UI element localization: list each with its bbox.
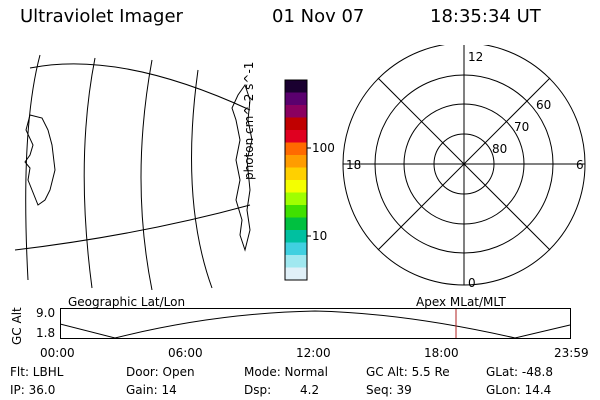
timeline-axis-title: GC Alt [10, 307, 24, 345]
colorbar [284, 79, 311, 281]
info-glat: GLat: -48.8 [486, 365, 553, 379]
info-dsp-label: Dsp: [244, 383, 272, 397]
timeline-tick-1: 06:00 [168, 346, 203, 360]
colorbar-segment [285, 80, 307, 93]
timeline-tick-2: 12:00 [296, 346, 331, 360]
coastline-left [24, 114, 56, 206]
polar-label-70: 70 [514, 120, 529, 134]
colorbar-unit-label: photon cm^-2 s^-1 [242, 61, 256, 180]
info-seq: Seq: 39 [366, 383, 412, 397]
timeline-left-label: Geographic Lat/Lon [68, 295, 186, 309]
colorbar-segment [285, 255, 307, 268]
colorbar-segment [285, 192, 307, 206]
latitude-line [29, 63, 251, 111]
polar-label-12: 12 [468, 50, 483, 64]
info-gain: Gain: 14 [126, 383, 177, 397]
coastline-right [231, 83, 253, 252]
meridian-line [140, 59, 153, 290]
polar-label-18: 18 [346, 158, 361, 172]
polar-label-6: 6 [576, 158, 584, 172]
colorbar-segment [285, 117, 307, 131]
info-mode: Mode: Normal [244, 365, 328, 379]
colorbar-segment [285, 130, 307, 143]
polar-diagonal [377, 77, 551, 251]
colorbar-segment [285, 92, 307, 106]
timeline-tick-0: 00:00 [40, 346, 75, 360]
date-label: 01 Nov 07 [272, 6, 365, 27]
info-door: Door: Open [126, 365, 195, 379]
timeline-frame [60, 308, 571, 339]
colorbar-tick-100: 100 [312, 141, 335, 155]
colorbar-segment [285, 155, 307, 168]
info-gc-alt: GC Alt: 5.5 Re [366, 365, 450, 379]
time-label: 18:35:34 UT [430, 6, 541, 27]
colorbar-tick-10: 10 [312, 229, 328, 243]
timeline-ytick-bottom: 1.8 [36, 326, 56, 340]
polar-label-0: 0 [468, 276, 476, 290]
polar-label-60: 60 [536, 98, 551, 112]
colorbar-segment [285, 105, 307, 118]
timeline-ytick-top: 9.0 [36, 306, 56, 320]
orbit-altitude-curve [60, 310, 571, 339]
colorbar-segment [285, 205, 307, 218]
geographic-map [14, 54, 253, 290]
meridian-line [83, 57, 96, 289]
timeline-tick-4: 23:59 [554, 346, 589, 360]
instrument-title: Ultraviolet Imager [20, 6, 183, 27]
meridian-line [191, 69, 213, 289]
info-flt: Flt: LBHL [10, 365, 64, 379]
colorbar-segment [285, 180, 307, 193]
polar-label-80: 80 [492, 142, 507, 156]
info-glon: GLon: 14.4 [486, 383, 552, 397]
meridian-line [25, 54, 41, 281]
info-ip: IP: 36.0 [10, 383, 56, 397]
colorbar-segment [285, 267, 307, 281]
info-dsp-value: 4.2 [300, 383, 320, 397]
timeline-plot [60, 308, 571, 339]
colorbar-segment [285, 167, 307, 181]
polar-plot: 12 18 6 0 60 70 80 [342, 45, 586, 290]
timeline-right-label: Apex MLat/MLT [416, 295, 506, 309]
timeline-tick-3: 18:00 [424, 346, 459, 360]
colorbar-segment [285, 242, 307, 256]
colorbar-segment [285, 230, 307, 243]
colorbar-segment [285, 142, 307, 156]
colorbar-segment [285, 217, 307, 231]
latitude-line [14, 204, 251, 251]
